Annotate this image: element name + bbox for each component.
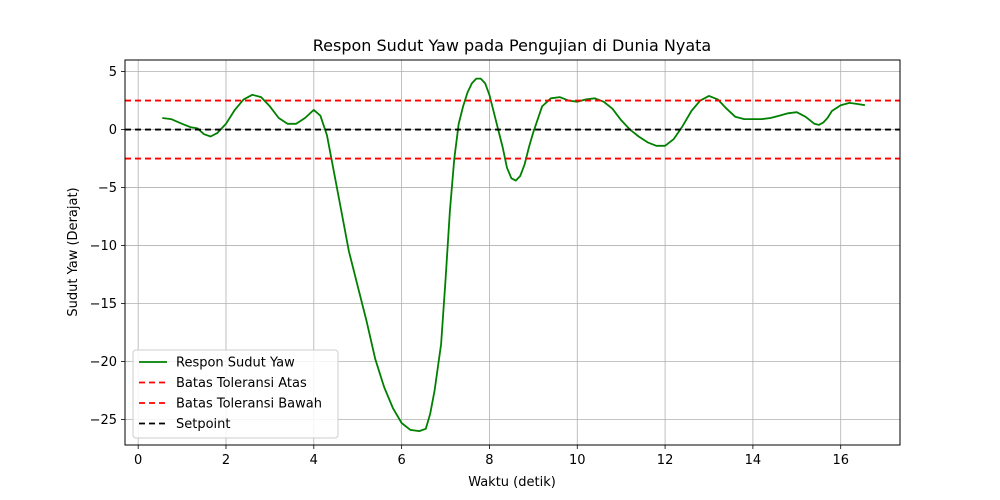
x-tick-label: 14 [745, 453, 762, 468]
x-tick-label: 12 [657, 453, 674, 468]
legend-entry-label: Respon Sudut Yaw [176, 356, 295, 371]
legend-entry-label: Setpoint [176, 417, 231, 432]
plot-area [125, 77, 900, 433]
plot-frame [124, 59, 901, 446]
x-tick-label: 10 [569, 453, 586, 468]
y-tick-label: −20 [90, 355, 117, 370]
y-tick-label: −10 [90, 239, 117, 254]
x-tick-label: 8 [485, 453, 493, 468]
x-tick-label: 6 [397, 453, 405, 468]
x-axis-label: Waktu (detik) [468, 475, 556, 490]
legend-box [132, 349, 339, 439]
y-axis-label: Sudut Yaw (Derajat) [66, 187, 81, 316]
y-tick-label: −25 [90, 413, 117, 428]
y-tick-label: 5 [109, 65, 117, 80]
grid [125, 60, 900, 445]
x-axis-ticks: 0 2 4 6 8 10 12 14 16 [134, 445, 849, 468]
legend-entry-label: Batas Toleransi Atas [176, 376, 307, 391]
y-tick-label: 0 [109, 123, 117, 138]
y-axis-ticks: 5 0 −5 −10 −15 −20 −25 [90, 65, 125, 428]
x-tick-label: 16 [832, 453, 849, 468]
chart-title: Respon Sudut Yaw pada Pengujian di Dunia… [313, 36, 711, 55]
y-tick-label: −5 [98, 181, 117, 196]
x-tick-label: 2 [222, 453, 230, 468]
x-tick-label: 4 [310, 453, 318, 468]
x-tick-label: 0 [134, 453, 142, 468]
legend-entry-label: Batas Toleransi Bawah [176, 397, 322, 412]
legend: Respon Sudut Yaw Batas Toleransi Atas Bata… [132, 349, 339, 439]
y-tick-label: −15 [90, 297, 117, 312]
